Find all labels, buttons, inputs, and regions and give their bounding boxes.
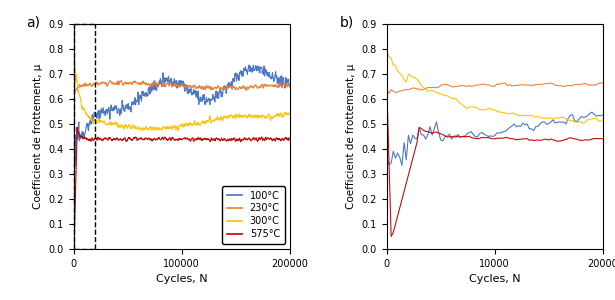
Legend: 100°C, 230°C, 300°C, 575°C: 100°C, 230°C, 300°C, 575°C	[223, 186, 285, 244]
Text: a): a)	[26, 15, 41, 29]
X-axis label: Cycles, N: Cycles, N	[469, 274, 520, 284]
Y-axis label: Coefficient de frottement, μ: Coefficient de frottement, μ	[33, 64, 43, 209]
Y-axis label: Coefficient de frottement, μ: Coefficient de frottement, μ	[346, 64, 356, 209]
X-axis label: Cycles, N: Cycles, N	[156, 274, 207, 284]
Text: b): b)	[339, 15, 354, 29]
